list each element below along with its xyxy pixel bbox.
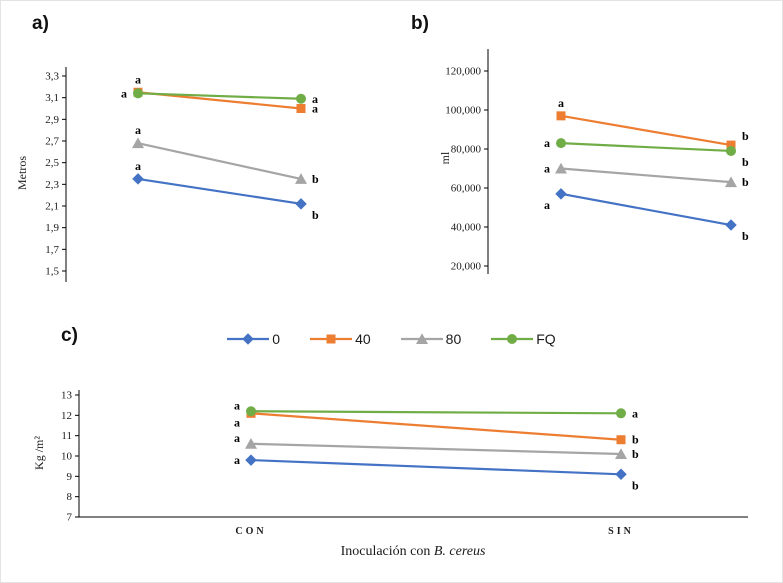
y-tick-label: 2,3 bbox=[45, 179, 59, 191]
series-line bbox=[249, 442, 623, 456]
triangle-marker-icon bbox=[400, 333, 443, 344]
legend-label: 80 bbox=[445, 331, 462, 347]
significance-letter: a bbox=[234, 453, 240, 467]
series-line bbox=[136, 177, 303, 205]
series-80: ab bbox=[132, 123, 319, 186]
y-axis-title: Kg /m² bbox=[32, 436, 46, 470]
y-axis-title: Metros bbox=[15, 156, 29, 190]
series-0: ab bbox=[544, 188, 749, 243]
significance-letter: b bbox=[742, 155, 749, 169]
y-tick-label: 1,7 bbox=[45, 244, 59, 256]
series-line bbox=[249, 410, 623, 415]
series-FQ: ab bbox=[544, 136, 749, 169]
significance-letter: b bbox=[742, 129, 749, 143]
legend-label: FQ bbox=[536, 331, 556, 347]
significance-letter: b bbox=[312, 208, 319, 222]
x-category-label: SIN bbox=[608, 526, 634, 537]
legend-item-40: 40 bbox=[310, 331, 371, 347]
series-0: ab bbox=[234, 453, 639, 492]
square-marker-icon bbox=[310, 334, 353, 344]
legend-label: 0 bbox=[272, 331, 281, 347]
y-tick-label: 3,3 bbox=[45, 71, 59, 83]
significance-letter: a bbox=[234, 431, 240, 445]
y-tick-label: 11 bbox=[61, 430, 72, 442]
y-tick-label: 1,5 bbox=[45, 266, 59, 278]
y-tick-label: 120,000 bbox=[445, 66, 481, 78]
legend-item-FQ: FQ bbox=[491, 331, 556, 347]
significance-letter: a bbox=[135, 123, 141, 137]
y-tick-label: 2,1 bbox=[45, 201, 59, 213]
y-tick-label: 80,000 bbox=[451, 144, 482, 156]
panel-c-label: c) bbox=[61, 325, 78, 346]
series-40: ab bbox=[556, 96, 749, 150]
y-tick-label: 12 bbox=[61, 410, 72, 422]
y-tick-label: 2,9 bbox=[45, 114, 59, 126]
series-40: ab bbox=[234, 408, 639, 447]
series-line bbox=[136, 142, 303, 181]
y-tick-label: 9 bbox=[67, 471, 73, 483]
y-tick-label: 20,000 bbox=[451, 261, 482, 273]
series-line bbox=[559, 114, 733, 147]
y-tick-label: 2,7 bbox=[45, 136, 59, 148]
significance-letter: a bbox=[135, 72, 141, 86]
series-0: ab bbox=[132, 159, 319, 222]
significance-letter: a bbox=[312, 92, 318, 106]
legend-label: 40 bbox=[355, 331, 371, 347]
y-tick-label: 10 bbox=[61, 451, 73, 463]
significance-letter: a bbox=[121, 86, 127, 100]
series-line bbox=[559, 167, 733, 184]
significance-letter: a bbox=[632, 406, 638, 420]
panel-a-label: a) bbox=[32, 13, 49, 34]
y-axis-title: ml bbox=[438, 151, 452, 164]
significance-letter: b bbox=[632, 447, 639, 461]
y-tick-label: 100,000 bbox=[445, 105, 481, 117]
series-line bbox=[249, 412, 623, 441]
y-tick-label: 8 bbox=[67, 491, 73, 503]
circle-marker-icon bbox=[491, 334, 534, 344]
x-axis-title: Inoculación con B. cereus bbox=[341, 544, 486, 559]
panel-c-chart: 13 12 11 10 9 8 7 Kg /m² CON SIN Inoculación con B… bbox=[32, 390, 748, 559]
significance-letter: a bbox=[135, 159, 141, 173]
x-category-label: CON bbox=[235, 526, 266, 537]
series-80: ab bbox=[234, 431, 639, 461]
y-tick-label: 60,000 bbox=[451, 183, 482, 195]
significance-letter: b bbox=[632, 433, 639, 447]
significance-letter: a bbox=[558, 96, 564, 110]
y-tick-label: 1,9 bbox=[45, 222, 59, 234]
series-line bbox=[559, 192, 733, 227]
legend-item-0: 0 bbox=[227, 331, 280, 347]
y-tick-label: 3,1 bbox=[45, 92, 59, 104]
significance-letter: a bbox=[234, 415, 240, 429]
y-tick-label: 40,000 bbox=[451, 222, 482, 234]
series-line bbox=[136, 92, 303, 100]
y-tick-label: 7 bbox=[67, 512, 73, 524]
significance-letter: a bbox=[544, 198, 550, 212]
significance-letter: b bbox=[312, 172, 319, 186]
series-80: ab bbox=[544, 162, 749, 190]
legend-item-80: 80 bbox=[400, 331, 462, 347]
significance-letter: b bbox=[742, 229, 749, 243]
significance-letter: a bbox=[544, 162, 550, 176]
y-tick-label: 2,5 bbox=[45, 157, 59, 169]
significance-letter: b bbox=[742, 175, 749, 189]
panel-b-label: b) bbox=[411, 13, 429, 34]
y-tick-label: 13 bbox=[61, 390, 73, 402]
significance-letter: a bbox=[234, 398, 240, 412]
chart-legend: 0 40 80 FQ bbox=[1, 331, 782, 347]
diamond-marker-icon bbox=[227, 333, 270, 345]
series-FQ: aa bbox=[234, 398, 638, 420]
significance-letter: a bbox=[312, 102, 318, 116]
significance-letter: b bbox=[632, 478, 639, 492]
series-line bbox=[249, 458, 623, 476]
panel-b-chart: 120,000 100,000 80,000 60,000 40,000 20,000 ml… bbox=[438, 49, 749, 274]
series-line bbox=[559, 142, 733, 153]
significance-letter: a bbox=[544, 136, 550, 150]
